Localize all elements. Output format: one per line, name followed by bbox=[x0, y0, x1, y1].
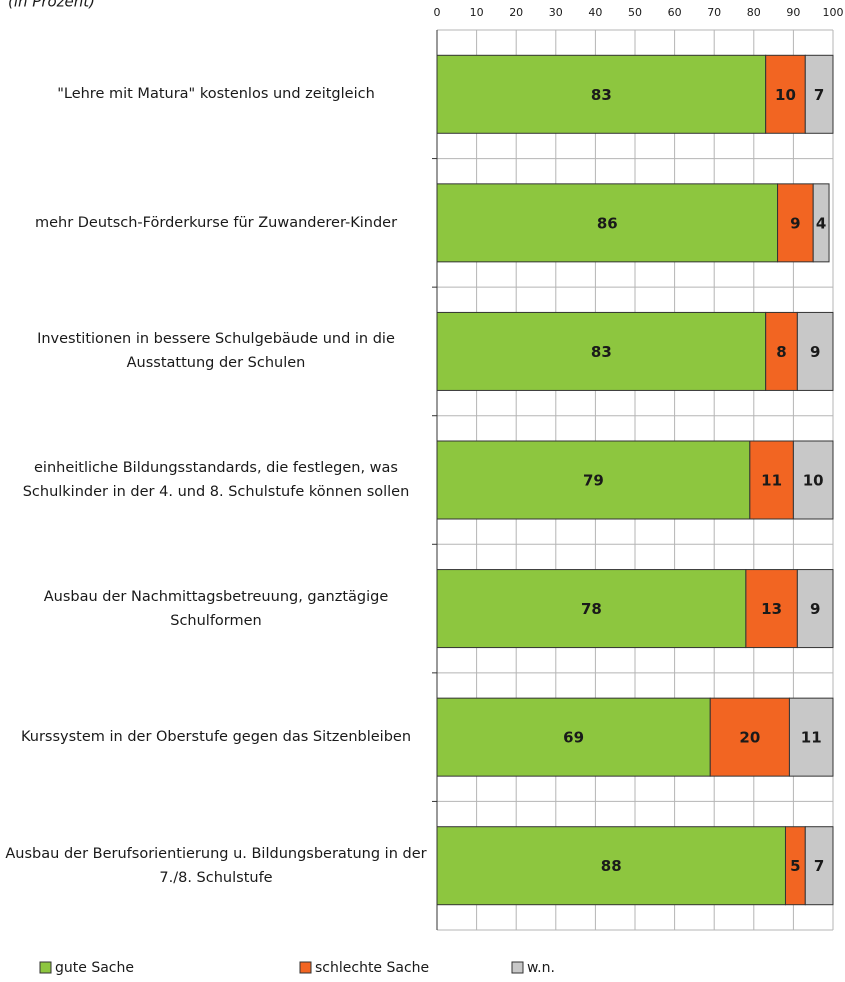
bar-segment bbox=[436, 697, 711, 777]
x-tick-label: 80 bbox=[747, 6, 761, 19]
x-tick-label: 10 bbox=[470, 6, 484, 19]
data-label: 13 bbox=[761, 600, 782, 618]
data-label: 8 bbox=[776, 343, 786, 361]
data-label: 7 bbox=[814, 857, 824, 875]
data-label: 11 bbox=[801, 729, 822, 747]
bar-segment bbox=[709, 697, 790, 777]
legend-label: w.n. bbox=[527, 960, 555, 976]
data-label: 5 bbox=[790, 857, 800, 875]
bar-segment bbox=[796, 569, 834, 649]
data-label: 9 bbox=[810, 343, 820, 361]
y-tick-label: einheitliche Bildungsstandards, die fest… bbox=[22, 459, 410, 500]
y-tick-label: Ausbau der Nachmittagsbetreuung, ganztäg… bbox=[43, 588, 389, 629]
data-label: 9 bbox=[790, 214, 800, 232]
x-tick-label: 100 bbox=[823, 6, 844, 19]
bar-segment bbox=[765, 54, 806, 134]
legend-label: schlechte Sache bbox=[315, 960, 429, 976]
bar-segment bbox=[804, 826, 834, 906]
x-tick-label: 70 bbox=[707, 6, 721, 19]
y-tick-label: "Lehre mit Matura" kostenlos und zeitgle… bbox=[57, 86, 375, 103]
bar-segment bbox=[792, 440, 834, 520]
bar-segment bbox=[749, 440, 794, 520]
legend-swatch bbox=[39, 961, 52, 974]
data-label: 10 bbox=[775, 86, 796, 104]
x-tick-label: 60 bbox=[668, 6, 682, 19]
bar-segment bbox=[804, 54, 834, 134]
legend-swatch bbox=[511, 961, 524, 974]
bar-segment bbox=[436, 183, 779, 263]
data-label: 88 bbox=[601, 857, 622, 875]
data-label: 83 bbox=[591, 86, 612, 104]
bar-segment bbox=[436, 54, 767, 134]
bar-segment bbox=[796, 311, 834, 391]
data-label: 9 bbox=[810, 600, 820, 618]
data-label: 78 bbox=[581, 600, 602, 618]
x-tick-label: 0 bbox=[434, 6, 441, 19]
data-label: 83 bbox=[591, 343, 612, 361]
legend-swatch bbox=[299, 961, 312, 974]
chart-subtitle: (in Prozent) bbox=[8, 0, 95, 11]
data-label: 4 bbox=[816, 214, 826, 232]
bar-segment bbox=[436, 440, 751, 520]
bar-segment bbox=[436, 311, 767, 391]
data-label: 10 bbox=[803, 472, 824, 490]
data-label: 79 bbox=[583, 472, 604, 490]
y-tick-label: Ausbau der Berufsorientierung u. Bildung… bbox=[5, 845, 427, 886]
y-tick-label: Investitionen in bessere Schulgebäude un… bbox=[37, 331, 395, 372]
legend-label: gute Sache bbox=[55, 960, 134, 976]
bar-segment bbox=[788, 697, 834, 777]
data-label: 86 bbox=[597, 214, 618, 232]
x-tick-label: 30 bbox=[549, 6, 563, 19]
bar-segment bbox=[765, 311, 798, 391]
x-tick-label: 90 bbox=[786, 6, 800, 19]
x-tick-label: 20 bbox=[509, 6, 523, 19]
y-tick-label: Kurssystem in der Oberstufe gegen das Si… bbox=[20, 729, 412, 746]
data-label: 11 bbox=[761, 472, 782, 490]
x-tick-label: 50 bbox=[628, 6, 642, 19]
bar-segment bbox=[812, 183, 830, 263]
data-label: 20 bbox=[739, 729, 760, 747]
bar-segment bbox=[745, 569, 798, 649]
y-tick-label: mehr Deutsch-Förderkurse für Zuwanderer-… bbox=[34, 214, 398, 231]
x-tick-label: 40 bbox=[588, 6, 602, 19]
data-label: 7 bbox=[814, 86, 824, 104]
data-label: 69 bbox=[563, 729, 584, 747]
bar-segment bbox=[436, 569, 747, 649]
